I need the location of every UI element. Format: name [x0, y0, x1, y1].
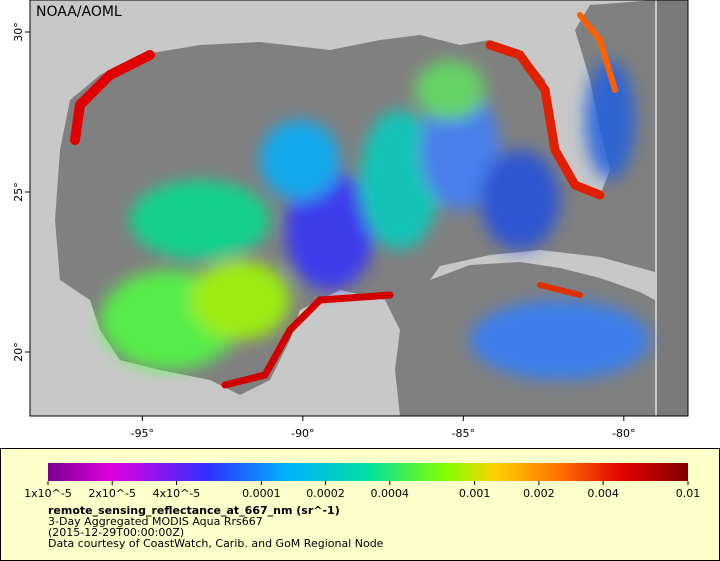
- variable-name: remote_sensing_reflectance_at_667_nm (sr…: [48, 504, 340, 517]
- colorbar-tick-label: 2x10^-5: [88, 487, 136, 500]
- y-tick-label: 25°: [12, 182, 25, 202]
- colorbar-tick-label: 1x10^-5: [24, 487, 72, 500]
- x-tick-label: -85°: [452, 427, 475, 440]
- colorbar-tick-label: 0.0001: [242, 487, 281, 500]
- coastal-high-values: [70, 12, 618, 389]
- colorbar-tick-label: 0.0002: [306, 487, 345, 500]
- colorbar-tick-label: 0.01: [676, 487, 701, 500]
- colorbar: [48, 463, 688, 481]
- reflectance-field: [100, 60, 650, 380]
- y-tick-label: 20°: [12, 342, 25, 362]
- map-area: NOAA/AOML: [30, 0, 688, 416]
- colorbar-tick-label: 0.001: [459, 487, 491, 500]
- caption-line: (2015-12-29T00:00:00Z): [48, 526, 184, 539]
- no-data-strip: [657, 0, 688, 416]
- colorbar-tick-label: 0.002: [523, 487, 555, 500]
- colorbar-tick-label: 0.0004: [371, 487, 410, 500]
- y-tick-label: 30°: [12, 22, 25, 42]
- cuba: [430, 250, 655, 300]
- watermark: NOAA/AOML: [36, 4, 122, 20]
- x-tick-label: -95°: [131, 427, 154, 440]
- map-frame: [29, 0, 689, 417]
- caption-line: Data courtesy of CoastWatch, Carib. and …: [48, 537, 384, 550]
- caption-line: 3-Day Aggregated MODIS Aqua Rrs667: [48, 515, 263, 528]
- colorbar-tick-label: 0.004: [587, 487, 619, 500]
- x-tick-label: -80°: [612, 427, 635, 440]
- x-tick-label: -90°: [291, 427, 314, 440]
- colorbar-tick-label: 4x10^-5: [153, 487, 201, 500]
